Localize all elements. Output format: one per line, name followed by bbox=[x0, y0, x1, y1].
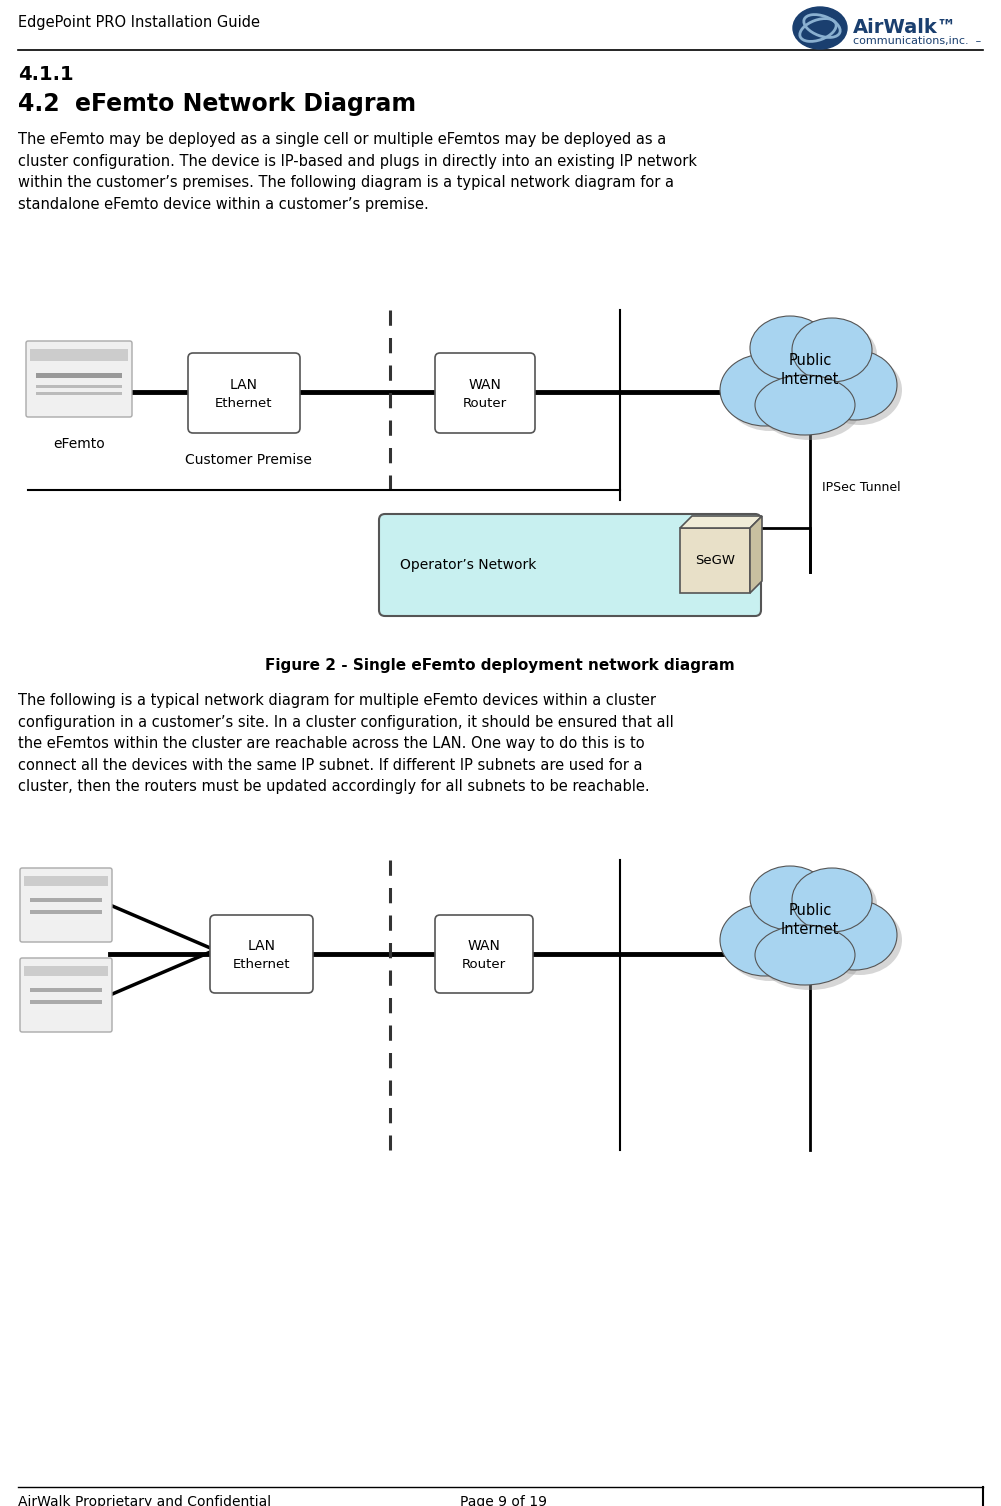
FancyBboxPatch shape bbox=[20, 958, 112, 1032]
Ellipse shape bbox=[818, 905, 902, 974]
Ellipse shape bbox=[797, 322, 877, 387]
Ellipse shape bbox=[755, 375, 855, 435]
Polygon shape bbox=[680, 517, 762, 529]
Text: communications,inc.  –: communications,inc. – bbox=[853, 36, 981, 47]
Bar bbox=[36, 373, 122, 378]
Text: Public
Internet: Public Internet bbox=[781, 352, 839, 387]
Bar bbox=[36, 392, 122, 395]
Text: eFemto Network Diagram: eFemto Network Diagram bbox=[75, 92, 416, 116]
Text: SeGW: SeGW bbox=[695, 554, 735, 566]
Bar bbox=[24, 965, 108, 976]
Bar bbox=[30, 910, 102, 914]
Text: 4.1.1: 4.1.1 bbox=[18, 65, 74, 84]
Ellipse shape bbox=[797, 873, 877, 937]
Text: Router: Router bbox=[461, 958, 507, 970]
Text: LAN: LAN bbox=[230, 378, 258, 392]
Bar bbox=[36, 386, 122, 389]
Bar bbox=[30, 898, 102, 902]
Ellipse shape bbox=[813, 349, 897, 420]
Ellipse shape bbox=[755, 870, 835, 935]
Text: Page 9 of 19: Page 9 of 19 bbox=[460, 1495, 547, 1506]
FancyBboxPatch shape bbox=[435, 916, 533, 992]
Text: Ethernet: Ethernet bbox=[215, 396, 272, 410]
Text: Operator’s Network: Operator’s Network bbox=[400, 559, 537, 572]
Text: Public
Internet: Public Internet bbox=[781, 902, 839, 937]
Text: LAN: LAN bbox=[247, 940, 275, 953]
FancyBboxPatch shape bbox=[26, 340, 132, 417]
Ellipse shape bbox=[793, 8, 847, 50]
Bar bbox=[30, 349, 128, 361]
Text: eFemto: eFemto bbox=[53, 437, 105, 450]
Text: AirWalk™: AirWalk™ bbox=[853, 18, 957, 38]
Text: Ethernet: Ethernet bbox=[233, 958, 290, 970]
Ellipse shape bbox=[725, 358, 815, 431]
Bar bbox=[680, 529, 750, 593]
Ellipse shape bbox=[755, 321, 835, 386]
FancyBboxPatch shape bbox=[20, 867, 112, 941]
FancyBboxPatch shape bbox=[379, 514, 761, 616]
Text: Figure 2 - Single eFemto deployment network diagram: Figure 2 - Single eFemto deployment netw… bbox=[265, 658, 735, 673]
FancyBboxPatch shape bbox=[435, 352, 535, 434]
Text: The eFemto may be deployed as a single cell or multiple eFemtos may be deployed : The eFemto may be deployed as a single c… bbox=[18, 133, 697, 212]
Ellipse shape bbox=[760, 931, 860, 989]
Text: Router: Router bbox=[462, 396, 508, 410]
Ellipse shape bbox=[750, 322, 870, 419]
Ellipse shape bbox=[813, 901, 897, 970]
Ellipse shape bbox=[750, 316, 830, 380]
Bar bbox=[30, 988, 102, 992]
Ellipse shape bbox=[750, 872, 870, 968]
Text: WAN: WAN bbox=[467, 940, 500, 953]
Text: AirWalk Proprietary and Confidential: AirWalk Proprietary and Confidential bbox=[18, 1495, 271, 1506]
Ellipse shape bbox=[750, 866, 830, 931]
Polygon shape bbox=[750, 517, 762, 593]
Ellipse shape bbox=[720, 904, 810, 976]
Ellipse shape bbox=[818, 355, 902, 425]
Bar bbox=[24, 876, 108, 886]
Text: WAN: WAN bbox=[468, 378, 502, 392]
Ellipse shape bbox=[755, 925, 855, 985]
FancyBboxPatch shape bbox=[188, 352, 300, 434]
FancyBboxPatch shape bbox=[210, 916, 313, 992]
Ellipse shape bbox=[792, 867, 872, 932]
Ellipse shape bbox=[755, 876, 875, 973]
Ellipse shape bbox=[725, 910, 815, 980]
Text: EdgePoint PRO Installation Guide: EdgePoint PRO Installation Guide bbox=[18, 15, 260, 30]
Ellipse shape bbox=[720, 354, 810, 426]
Text: 4.2: 4.2 bbox=[18, 92, 60, 116]
Ellipse shape bbox=[792, 318, 872, 383]
Ellipse shape bbox=[755, 327, 875, 423]
Bar bbox=[30, 1000, 102, 1005]
Text: IPSec Tunnel: IPSec Tunnel bbox=[822, 480, 901, 494]
Text: Customer Premise: Customer Premise bbox=[185, 453, 312, 467]
Text: The following is a typical network diagram for multiple eFemto devices within a : The following is a typical network diagr… bbox=[18, 693, 674, 794]
Ellipse shape bbox=[760, 380, 860, 440]
